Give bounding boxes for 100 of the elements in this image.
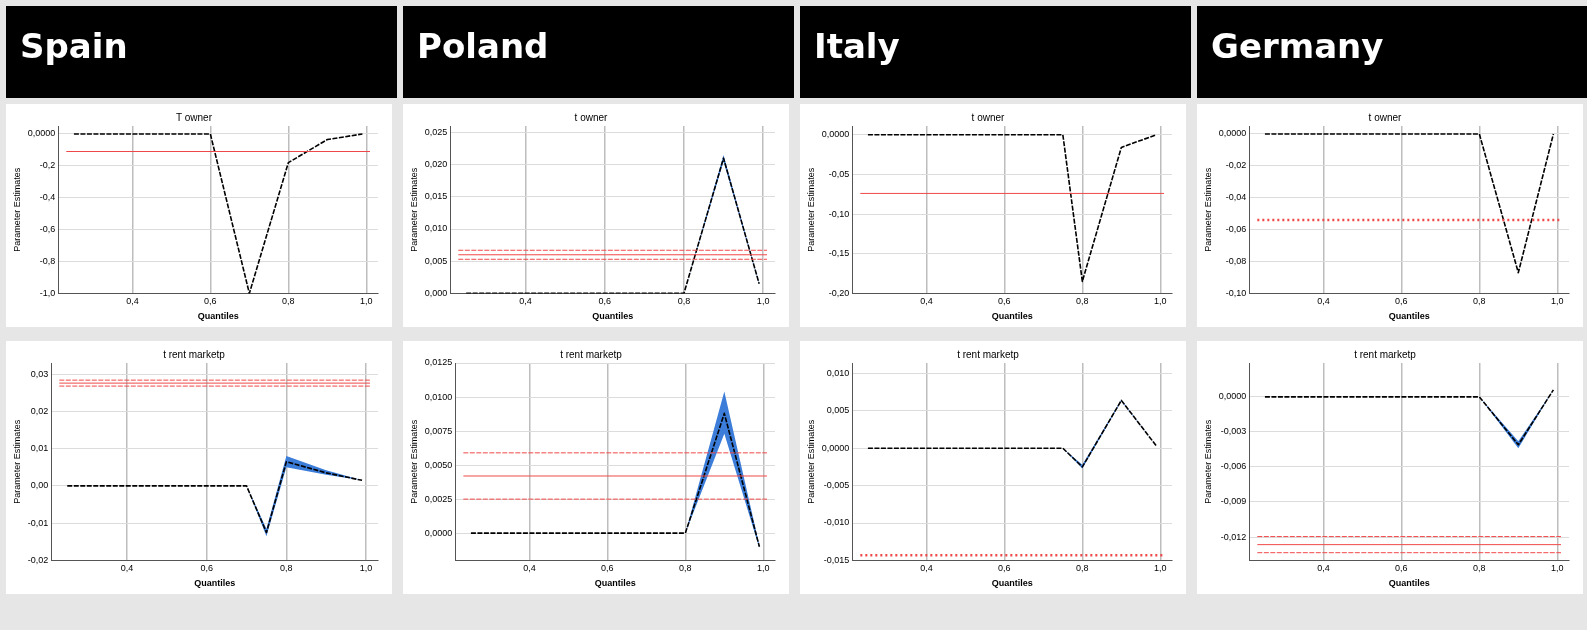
y-tick-label: -0,015 [823, 554, 850, 565]
chart-title: t rent marketp [957, 348, 1020, 360]
y-tick-label: 0,010 [826, 367, 850, 378]
y-tick-label: 0,0000 [821, 129, 850, 140]
x-tick-label: 0,6 [1395, 563, 1408, 574]
chart-subtitle: Poland [403, 6, 794, 98]
y-axis-title: Parameter Estimates [1202, 419, 1213, 504]
y-tick-label: -0,08 [1225, 256, 1247, 266]
y-tick-label: -0,005 [823, 480, 850, 491]
y-tick-label: -0,6 [39, 224, 56, 235]
x-axis-title: Quantiles [194, 578, 236, 589]
x-tick-label: 0,6 [998, 296, 1011, 307]
x-tick-label: 1,0 [756, 296, 770, 307]
y-tick-label: 0,0000 [821, 442, 850, 453]
y-tick-label: 0,005 [424, 255, 448, 266]
y-axis-title: Parameter Estimates [408, 167, 419, 252]
y-tick-label: 0,000 [424, 287, 448, 298]
x-tick-label: 0,8 [677, 296, 691, 307]
y-tick-label: 0,025 [424, 126, 448, 137]
y-tick-label: 0,03 [30, 368, 49, 379]
y-tick-label: -0,4 [39, 192, 56, 203]
x-tick-label: 0,4 [126, 296, 139, 307]
y-tick-label: 0,0000 [424, 527, 453, 538]
y-axis-title: Parameter Estimates [11, 167, 22, 252]
y-tick-label: 0,02 [30, 405, 49, 416]
y-tick-label: -0,04 [1225, 192, 1247, 203]
x-tick-label: 0,8 [282, 296, 295, 307]
x-tick-label: 1,0 [1551, 296, 1564, 307]
x-tick-label: 1,0 [360, 296, 373, 307]
y-axis-title: Parameter Estimates [11, 419, 22, 504]
x-tick-label: 0,8 [280, 563, 293, 574]
x-tick-label: 0,8 [679, 563, 692, 574]
x-tick-label: 1,0 [1154, 296, 1167, 307]
chart-title: t rent marketp [163, 348, 226, 360]
y-tick-label: -1,0 [39, 287, 56, 298]
y-tick-label: 0,0100 [424, 391, 453, 402]
x-tick-label: 0,8 [1076, 296, 1089, 307]
x-tick-label: 0,4 [120, 563, 134, 574]
y-tick-label: 0,020 [424, 159, 448, 170]
chart-title: t owner [1368, 111, 1403, 123]
x-tick-label: 0,6 [1395, 296, 1408, 307]
y-tick-label: -0,2 [39, 160, 56, 171]
x-axis-title: Quantiles [1388, 578, 1430, 589]
y-axis-title: Parameter Estimates [805, 419, 816, 504]
x-tick-label: 0,6 [598, 296, 611, 307]
y-tick-label: -0,02 [27, 554, 49, 565]
y-tick-label: -0,8 [39, 256, 56, 266]
chart-subtitle: Italy [800, 6, 1191, 98]
y-tick-label: 0,0050 [424, 459, 453, 470]
y-axis-title: Parameter Estimates [1202, 167, 1213, 252]
y-tick-label: -0,003 [1220, 426, 1247, 437]
x-tick-label: 0,6 [601, 563, 614, 574]
y-tick-label: -0,010 [823, 517, 850, 528]
y-tick-label: 0,010 [424, 223, 448, 234]
y-tick-label: -0,10 [828, 208, 850, 219]
x-tick-label: 0,6 [998, 563, 1011, 574]
y-tick-label: -0,009 [1220, 496, 1247, 507]
y-tick-label: 0,0125 [424, 357, 453, 368]
x-tick-label: 0,8 [1473, 296, 1486, 307]
x-axis-title: Quantiles [991, 578, 1033, 589]
y-tick-label: -0,15 [828, 248, 850, 259]
y-tick-label: -0,01 [27, 517, 49, 528]
x-tick-label: 0,6 [204, 296, 217, 307]
y-tick-label: 0,0025 [424, 493, 453, 504]
x-tick-label: 0,4 [920, 296, 933, 307]
chart-title: t rent marketp [560, 348, 623, 360]
y-tick-label: 0,005 [826, 405, 850, 416]
chart-title: t owner [971, 111, 1006, 123]
chart-title: t rent marketp [1354, 348, 1417, 360]
y-tick-label: -0,006 [1220, 461, 1247, 472]
x-axis-title: Quantiles [991, 311, 1033, 322]
x-tick-label: 0,4 [519, 296, 532, 307]
chart-subtitle: Spain [6, 6, 397, 98]
y-tick-label: -0,10 [1225, 287, 1247, 298]
x-tick-label: 0,8 [1473, 563, 1486, 574]
y-tick-label: -0,012 [1220, 531, 1247, 542]
y-tick-label: 0,00 [30, 480, 49, 491]
y-tick-label: -0,20 [828, 287, 850, 298]
x-axis-title: Quantiles [197, 311, 239, 322]
y-tick-label: 0,0075 [424, 425, 453, 436]
x-tick-label: 0,6 [200, 563, 213, 574]
x-axis-title: Quantiles [594, 578, 636, 589]
y-tick-label: -0,02 [1225, 160, 1247, 171]
y-tick-label: 0,01 [30, 443, 49, 454]
y-tick-label: 0,0000 [1218, 391, 1247, 402]
x-axis-title: Quantiles [1388, 311, 1430, 322]
y-tick-label: 0,015 [424, 191, 448, 202]
x-axis-title: Quantiles [592, 311, 634, 322]
x-tick-label: 1,0 [757, 563, 770, 574]
y-tick-label: 0,0000 [1218, 128, 1247, 139]
y-axis-title: Parameter Estimates [408, 419, 419, 504]
x-tick-label: 0,4 [523, 563, 536, 574]
x-tick-label: 1,0 [1551, 563, 1564, 574]
chart-subtitle: Germany [1197, 6, 1587, 98]
x-tick-label: 0,8 [1076, 563, 1089, 574]
y-tick-label: -0,06 [1225, 224, 1247, 235]
chart-title: T owner [176, 111, 213, 123]
x-tick-label: 0,4 [1317, 296, 1330, 307]
x-tick-label: 0,4 [1317, 563, 1330, 574]
chart-title: t owner [574, 111, 609, 123]
